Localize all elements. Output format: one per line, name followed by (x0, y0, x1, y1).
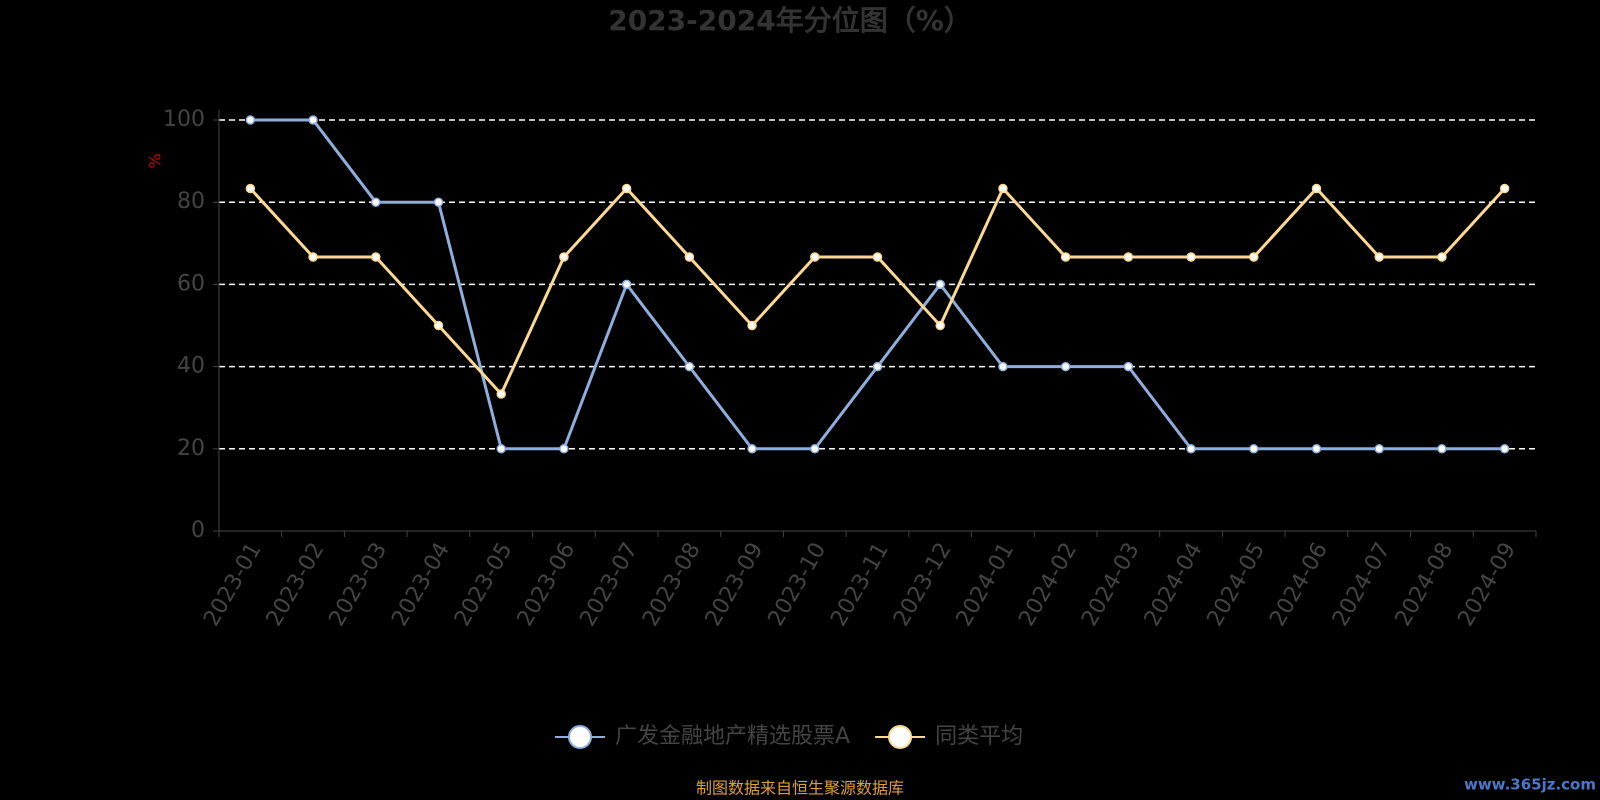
data-point (371, 252, 381, 262)
data-point (559, 444, 569, 454)
legend-label: 同类平均 (935, 724, 1023, 749)
data-point (998, 183, 1008, 194)
data-point (433, 197, 444, 207)
data-point (1311, 444, 1322, 454)
chart-title: 2023-2024年分位图（%） (608, 4, 972, 37)
data-point (935, 279, 945, 290)
data-point (1499, 183, 1510, 194)
data-point (1249, 252, 1259, 262)
data-point (1123, 361, 1134, 372)
legend-label: 广发金融地产精选股票A (615, 724, 850, 749)
data-point (1374, 444, 1384, 454)
data-point (1437, 252, 1447, 262)
data-point (1311, 183, 1322, 194)
data-point (684, 361, 695, 372)
data-point (747, 320, 757, 331)
data-point (496, 389, 506, 399)
y-tick-label: 100 (163, 107, 205, 132)
y-tick-label: 20 (177, 436, 205, 461)
data-point (1249, 444, 1259, 454)
y-tick-label: 40 (177, 354, 205, 379)
legend-marker (888, 725, 913, 749)
data-point (1060, 361, 1071, 372)
data-point (1437, 444, 1447, 454)
data-point (998, 361, 1008, 372)
watermark: www.365jz.com (1464, 776, 1596, 794)
y-axis-label: % (146, 153, 165, 168)
data-point (433, 320, 444, 331)
data-point (1186, 252, 1196, 262)
data-point (810, 444, 820, 454)
data-point (245, 115, 256, 125)
data-point (810, 252, 820, 262)
data-point (1123, 252, 1134, 262)
data-point (1499, 444, 1510, 454)
data-point (1186, 444, 1196, 454)
data-point (308, 252, 318, 262)
data-point (747, 444, 757, 454)
data-point (872, 252, 883, 262)
legend-marker (568, 725, 592, 749)
y-tick-label: 0 (191, 518, 205, 543)
data-point (621, 183, 632, 194)
data-point (496, 444, 506, 454)
y-tick-label: 60 (177, 271, 205, 296)
y-tick-label: 80 (177, 189, 205, 214)
data-point (559, 252, 569, 262)
data-point (684, 252, 695, 262)
data-point (371, 197, 381, 207)
data-point (935, 320, 945, 331)
data-point (1060, 252, 1071, 262)
data-point (1374, 252, 1384, 262)
data-point (872, 361, 883, 372)
data-point (245, 183, 256, 194)
data-point (621, 279, 632, 290)
source-note: 制图数据来自恒生聚源数据库 (696, 779, 904, 798)
data-point (308, 115, 318, 125)
